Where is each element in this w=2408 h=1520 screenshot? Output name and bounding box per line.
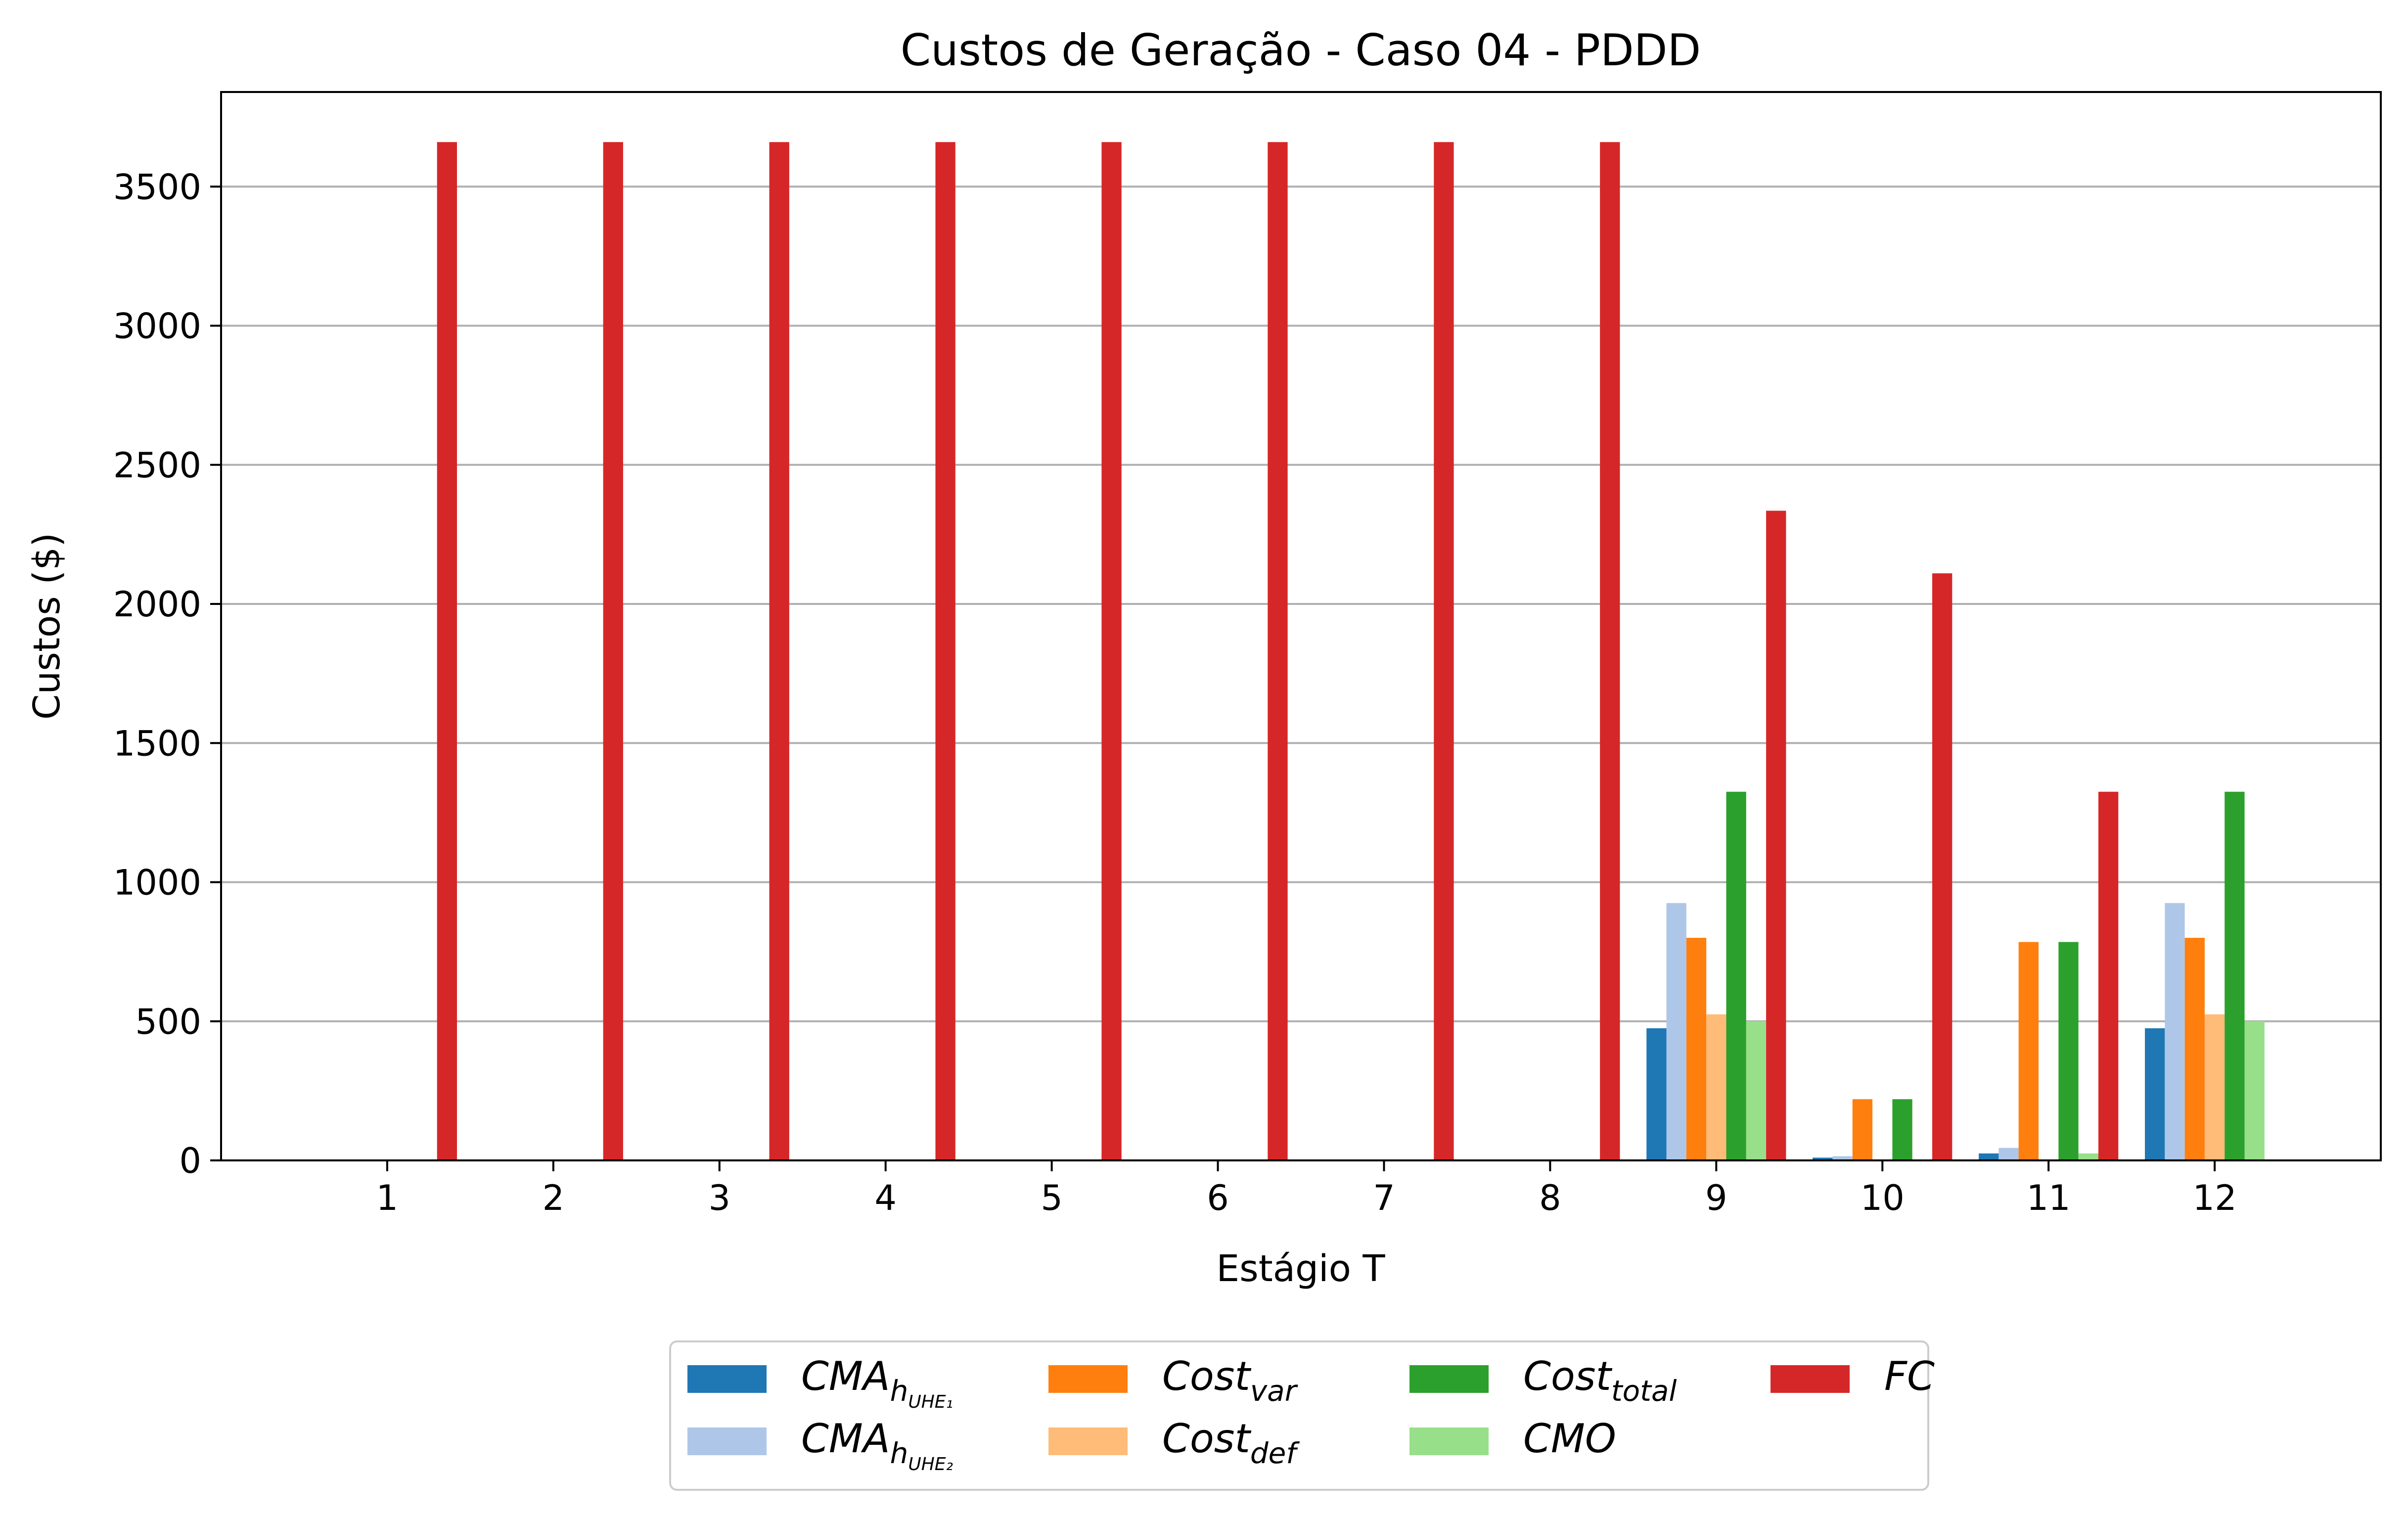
bar-cma1-9 [1646, 1028, 1667, 1160]
bar-costvar-11 [2018, 942, 2039, 1160]
bar-cma2-12 [2165, 903, 2185, 1160]
bar-cma1-12 [2144, 1028, 2165, 1160]
legend-label: CMO [1523, 1416, 1616, 1462]
bar-fc-10 [1932, 573, 1953, 1160]
chart-title: Custos de Geração - Caso 04 - PDDD [901, 25, 1701, 76]
x-tick-label: 9 [1705, 1178, 1727, 1218]
legend-swatch [1048, 1428, 1128, 1455]
bar-fc-5 [1101, 142, 1122, 1160]
legend-frame [669, 1340, 1929, 1491]
bar-cma1-10 [1813, 1157, 1833, 1160]
bar-fc-7 [1434, 142, 1454, 1160]
bar-cma2-9 [1666, 903, 1686, 1160]
legend-item-costdef: Costdef [1048, 1416, 1300, 1470]
bar-costvar-10 [1852, 1099, 1873, 1160]
y-axis-label: Custos ($) [26, 533, 68, 720]
legend-item-cma1: CMAhUHE₁ [687, 1353, 953, 1412]
y-tick-label: 0 [179, 1141, 201, 1181]
x-tick-label: 3 [708, 1178, 730, 1218]
y-tick-label: 1500 [113, 723, 201, 764]
gridlines [221, 185, 2381, 1022]
legend-label: Costtotal [1523, 1353, 1677, 1408]
legend-label: FC [1884, 1353, 1935, 1399]
legend-item-fc: FC [1771, 1353, 1935, 1399]
bar-costdef-12 [2204, 1014, 2225, 1160]
legend-label: Costvar [1162, 1353, 1298, 1408]
bar-fc-8 [1600, 142, 1620, 1160]
bar-fc-4 [935, 142, 955, 1160]
legend-swatch [1048, 1365, 1128, 1393]
legend-swatch [687, 1428, 767, 1455]
legend-item-cma2: CMAhUHE₂ [687, 1416, 953, 1474]
legend-swatch [1409, 1428, 1489, 1455]
bar-costtotal-11 [2058, 942, 2079, 1160]
legend-label: CMAhUHE₁ [801, 1353, 953, 1412]
bar-fc-1 [437, 142, 457, 1160]
legend-label: CMAhUHE₂ [801, 1416, 953, 1474]
bar-cmo-12 [2244, 1021, 2265, 1160]
bar-costtotal-10 [1892, 1099, 1912, 1160]
bar-fc-11 [2098, 791, 2119, 1160]
y-tick-label: 1000 [113, 863, 201, 903]
legend-swatch [687, 1365, 767, 1393]
legend-swatch [1771, 1365, 1850, 1393]
x-tick-label: 2 [543, 1178, 565, 1218]
bars [437, 142, 2265, 1160]
bar-costvar-9 [1686, 938, 1707, 1160]
y-axis-ticks: 0 500 1000 1500 2000 2500 3000 3500 [113, 167, 221, 1181]
y-tick-label: 3500 [113, 167, 201, 207]
bar-cma2-11 [1999, 1148, 2019, 1160]
x-tick-label: 8 [1539, 1178, 1561, 1218]
bar-fc-2 [603, 142, 623, 1160]
legend-item-costvar: Costvar [1048, 1353, 1298, 1408]
x-tick-label: 1 [376, 1178, 399, 1218]
bar-costtotal-12 [2225, 791, 2245, 1160]
bar-cma1-11 [1979, 1153, 1999, 1160]
y-tick-label: 2000 [113, 584, 201, 625]
bar-cma2-10 [1832, 1156, 1853, 1160]
x-axis-ticks: 1 2 3 4 5 6 7 8 9 10 11 12 [376, 1160, 2237, 1218]
legend-item-cmo: CMO [1409, 1416, 1616, 1462]
legend-swatch [1409, 1365, 1489, 1393]
x-tick-label: 10 [1861, 1178, 1905, 1218]
x-tick-label: 4 [874, 1178, 897, 1218]
x-axis-label: Estágio T [1216, 1247, 1385, 1290]
bar-costtotal-9 [1726, 791, 1746, 1160]
x-tick-label: 5 [1041, 1178, 1063, 1218]
y-tick-label: 2500 [113, 445, 201, 486]
bar-cmo-11 [2078, 1153, 2098, 1160]
x-tick-label: 12 [2193, 1178, 2237, 1218]
x-tick-label: 7 [1373, 1178, 1395, 1218]
bar-fc-6 [1268, 142, 1288, 1160]
x-tick-label: 11 [2027, 1178, 2071, 1218]
bar-costdef-9 [1706, 1014, 1726, 1160]
y-tick-label: 500 [135, 1002, 201, 1042]
bar-cmo-9 [1746, 1021, 1767, 1160]
bar-costvar-12 [2184, 938, 2205, 1160]
plot-frame [220, 91, 2382, 1161]
x-tick-label: 6 [1207, 1178, 1229, 1218]
bar-fc-3 [769, 142, 789, 1160]
legend-label: Costdef [1162, 1416, 1300, 1470]
bar-fc-9 [1766, 510, 1786, 1160]
legend-item-costtotal: Costtotal [1409, 1353, 1677, 1408]
y-tick-label: 3000 [113, 306, 201, 347]
